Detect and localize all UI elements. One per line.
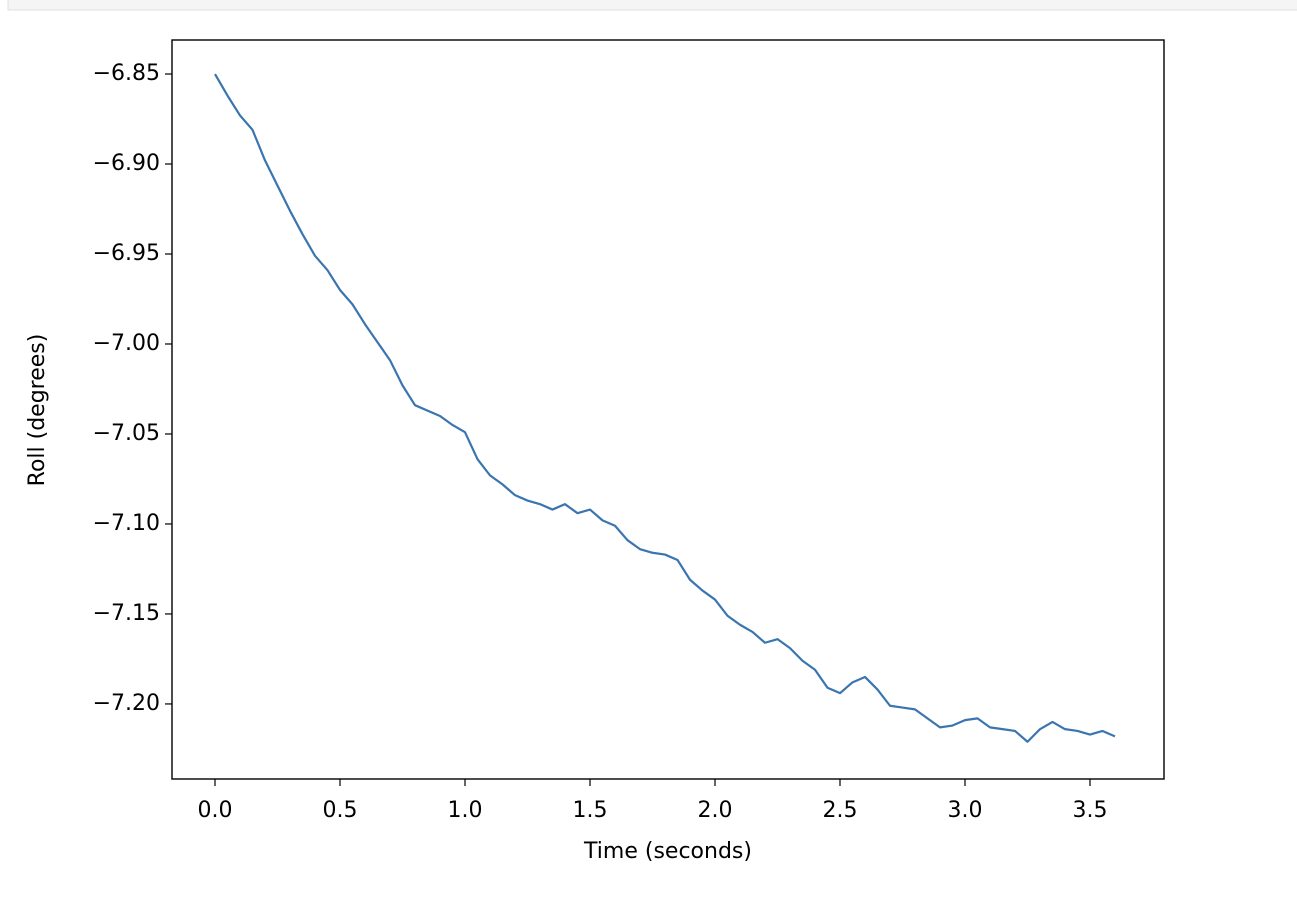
y-tick-label: −7.10 bbox=[93, 511, 160, 536]
x-tick-label: 0.0 bbox=[198, 798, 233, 823]
x-axis-label: Time (seconds) bbox=[583, 839, 752, 864]
y-tick-label: −7.05 bbox=[93, 421, 160, 446]
plot-frame bbox=[171, 39, 1165, 780]
y-tick-label: −6.90 bbox=[93, 151, 160, 176]
y-axis-label: Roll (degrees) bbox=[25, 334, 50, 487]
y-tick-label: −7.15 bbox=[93, 601, 160, 626]
y-tick-label: −6.85 bbox=[93, 61, 160, 86]
x-tick-label: 3.0 bbox=[948, 798, 983, 823]
y-tick-label: −6.95 bbox=[93, 241, 160, 266]
cell-border bbox=[7, 0, 1297, 11]
x-tick-label: 2.0 bbox=[698, 798, 733, 823]
x-tick-label: 3.5 bbox=[1073, 798, 1108, 823]
x-tick-label: 1.0 bbox=[448, 798, 483, 823]
x-tick-label: 2.5 bbox=[823, 798, 858, 823]
y-tick-label: −7.00 bbox=[93, 331, 160, 356]
x-tick-label: 1.5 bbox=[573, 798, 608, 823]
x-tick-label: 0.5 bbox=[323, 798, 358, 823]
data-line bbox=[214, 73, 1116, 743]
y-tick-label: −7.20 bbox=[93, 691, 160, 716]
